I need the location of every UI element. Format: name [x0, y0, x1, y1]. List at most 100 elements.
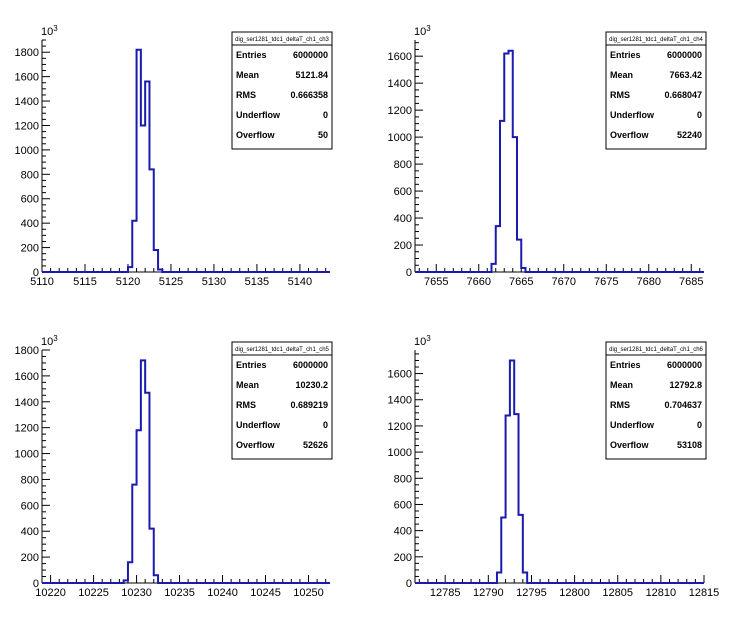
x-tick-label: 7675 [594, 276, 618, 288]
stats-box: dig_ser1281_tdc1_deltaT_ch1_ch4 Entries 60… [605, 31, 707, 150]
y-tick-label: 600 [21, 500, 39, 512]
y-tick-label: 1600 [388, 51, 412, 63]
y-tick-label: 1400 [15, 397, 39, 409]
y-tick-label: 1200 [388, 421, 412, 433]
x-tick-label: 5140 [288, 276, 312, 288]
stats-value-rms: 0.666358 [290, 90, 328, 100]
y-tick-label: 1600 [15, 371, 39, 383]
stats-value-rms: 0.704637 [664, 400, 702, 410]
stats-value-entries: 6000000 [667, 360, 702, 370]
y-axis-exponent: 3 [53, 334, 58, 343]
x-tick-label: 7680 [637, 276, 661, 288]
x-tick-label: 5120 [116, 276, 140, 288]
y-tick-label: 1000 [388, 132, 412, 144]
x-tick-label: 10225 [78, 587, 109, 599]
y-axis-exponent: 3 [426, 24, 431, 33]
stats-value-entries: 6000000 [293, 50, 328, 60]
y-tick-label: 400 [394, 526, 412, 538]
stats-box-frame [231, 341, 333, 460]
stats-value-underflow: 0 [323, 110, 328, 120]
y-tick-label: 1800 [15, 345, 39, 357]
x-tick-label: 10235 [164, 587, 195, 599]
stats-value-overflow: 52240 [677, 130, 702, 140]
y-tick-label: 200 [394, 240, 412, 252]
y-tick-label: 1200 [388, 105, 412, 117]
y-axis-exponent: 3 [53, 24, 58, 33]
stats-box: dig_ser1281_tdc1_deltaT_ch1_ch3 Entries 60… [231, 31, 333, 150]
stats-value-mean: 7663.42 [669, 70, 702, 80]
y-tick-label: 200 [394, 552, 412, 564]
x-tick-label: 12790 [473, 587, 504, 599]
stats-label-overflow: Overflow [610, 130, 650, 140]
x-tick-label: 5110 [30, 276, 54, 288]
stats-label-overflow: Overflow [236, 440, 276, 450]
x-tick-label: 12800 [559, 587, 590, 599]
stats-value-rms: 0.689219 [290, 400, 328, 410]
y-axis-exponent: 3 [426, 334, 431, 343]
y-tick-label: 600 [394, 186, 412, 198]
x-tick-label: 12795 [516, 587, 547, 599]
histogram-panel-1: 5110 5115 5120 5125 5130 5135 5140 0 200 400 600 80… [15, 24, 333, 288]
stats-label-entries: Entries [610, 360, 641, 370]
y-tick-label: 1400 [388, 395, 412, 407]
stats-label-underflow: Underflow [610, 420, 655, 430]
stats-value-entries: 6000000 [667, 50, 702, 60]
stats-box: dig_ser1281_tdc1_deltaT_ch1_ch5 Entries 60… [231, 341, 333, 460]
stats-value-overflow: 50 [318, 130, 328, 140]
stats-box-title: dig_ser1281_tdc1_deltaT_ch1_ch3 [235, 37, 329, 43]
x-tick-label: 7655 [424, 276, 448, 288]
stats-label-overflow: Overflow [610, 440, 650, 450]
y-tick-label: 400 [21, 218, 39, 230]
stats-label-entries: Entries [236, 50, 267, 60]
x-tick-label: 7660 [467, 276, 491, 288]
y-tick-label: 800 [21, 169, 39, 181]
x-tick-label: 7685 [679, 276, 703, 288]
stats-label-mean: Mean [610, 380, 633, 390]
stats-label-rms: RMS [610, 90, 630, 100]
x-tick-label: 12815 [689, 587, 720, 599]
histogram-line [42, 48, 330, 273]
stats-box-title: dig_ser1281_tdc1_deltaT_ch1_ch4 [609, 37, 703, 43]
y-tick-label: 800 [394, 473, 412, 485]
stats-label-rms: RMS [236, 400, 256, 410]
stats-label-underflow: Underflow [236, 420, 281, 430]
y-tick-label: 200 [21, 243, 39, 255]
x-tick-label: 5130 [202, 276, 226, 288]
x-tick-label: 10230 [121, 587, 152, 599]
histogram-line [42, 359, 330, 584]
stats-value-rms: 0.668047 [664, 90, 702, 100]
y-tick-label: 1200 [15, 423, 39, 435]
y-tick-label: 600 [394, 499, 412, 511]
x-tick-label: 5135 [245, 276, 269, 288]
y-tick-label: 1200 [15, 120, 39, 132]
histogram-panel-3: 10220 10225 10230 10235 10240 10245 10250 0 200 4… [15, 334, 333, 599]
x-tick-label: 10250 [293, 587, 324, 599]
stats-label-mean: Mean [236, 70, 259, 80]
x-tick-label: 5115 [73, 276, 97, 288]
stats-value-mean: 10230.2 [295, 380, 328, 390]
stats-value-entries: 6000000 [293, 360, 328, 370]
y-tick-label: 0 [406, 578, 412, 590]
x-tick-label: 10240 [207, 587, 238, 599]
histogram-line [415, 359, 704, 584]
stats-box-frame [605, 341, 707, 460]
histogram-line [415, 49, 704, 273]
x-tick-label: 12805 [602, 587, 633, 599]
x-tick-label: 10220 [35, 587, 66, 599]
y-tick-label: 800 [21, 474, 39, 486]
stats-box-frame [605, 31, 707, 150]
y-tick-label: 1600 [15, 72, 39, 84]
y-tick-label: 0 [406, 267, 412, 279]
y-tick-label: 1000 [15, 449, 39, 461]
stats-value-overflow: 53108 [677, 440, 702, 450]
stats-label-rms: RMS [610, 400, 630, 410]
y-tick-label: 400 [394, 213, 412, 225]
x-tick-label: 5125 [159, 276, 183, 288]
stats-value-underflow: 0 [323, 420, 328, 430]
stats-label-mean: Mean [610, 70, 633, 80]
x-tick-label: 12810 [646, 587, 677, 599]
y-tick-label: 1400 [388, 78, 412, 90]
y-tick-label: 0 [33, 578, 39, 590]
x-tick-label: 7665 [509, 276, 533, 288]
